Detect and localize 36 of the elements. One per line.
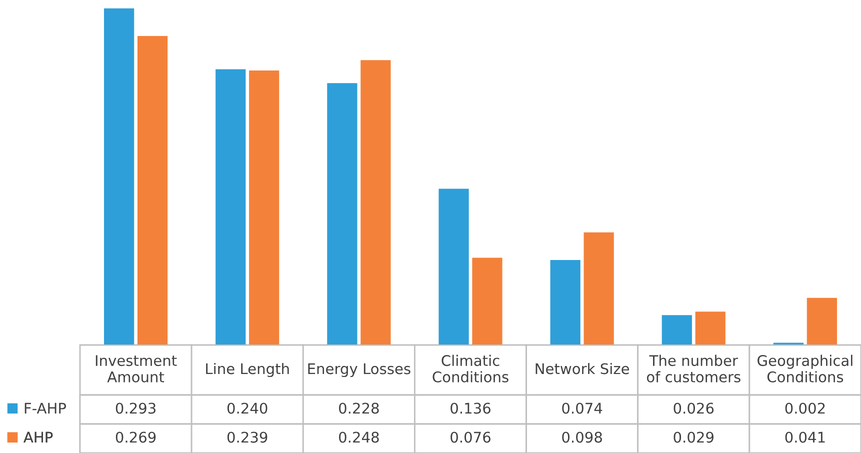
data-label: 0.136 <box>450 402 490 414</box>
bar <box>360 60 391 345</box>
bar <box>104 8 134 345</box>
legend-label: AHP <box>24 432 53 443</box>
data-label: 0.026 <box>674 402 714 414</box>
data-label: 0.002 <box>785 402 825 414</box>
x-tick-label: Network Size <box>536 362 630 374</box>
x-tick-label: Climatic Conditions <box>432 354 508 382</box>
x-tick-label: Line Length <box>206 362 289 378</box>
data-label: 0.293 <box>116 402 156 414</box>
bar <box>584 232 614 345</box>
data-label: 0.240 <box>227 402 268 414</box>
x-tick-label: Geographical Conditions <box>758 354 852 382</box>
x-tick-label: Energy Losses <box>308 363 410 378</box>
legend-label: F-AHP <box>24 402 66 414</box>
x-tick-label: Investment Amount <box>96 355 177 382</box>
bar <box>249 70 280 345</box>
bar <box>550 260 580 345</box>
data-label: 0.029 <box>674 432 714 443</box>
bar <box>137 36 168 345</box>
bar <box>216 69 246 345</box>
bar <box>327 83 358 345</box>
bar <box>695 312 726 345</box>
data-label: 0.248 <box>339 432 379 443</box>
data-label: 0.076 <box>450 432 490 443</box>
data-label: 0.239 <box>227 432 268 443</box>
data-label: 0.098 <box>562 432 602 443</box>
data-label: 0.228 <box>339 402 379 414</box>
bar <box>438 188 469 345</box>
bar <box>806 298 838 345</box>
bar <box>472 258 502 345</box>
data-label: 0.074 <box>562 402 602 414</box>
data-label: 0.269 <box>116 432 156 443</box>
x-tick-label: The number of customers <box>646 354 740 382</box>
bar <box>662 315 692 345</box>
data-label: 0.041 <box>785 432 825 443</box>
